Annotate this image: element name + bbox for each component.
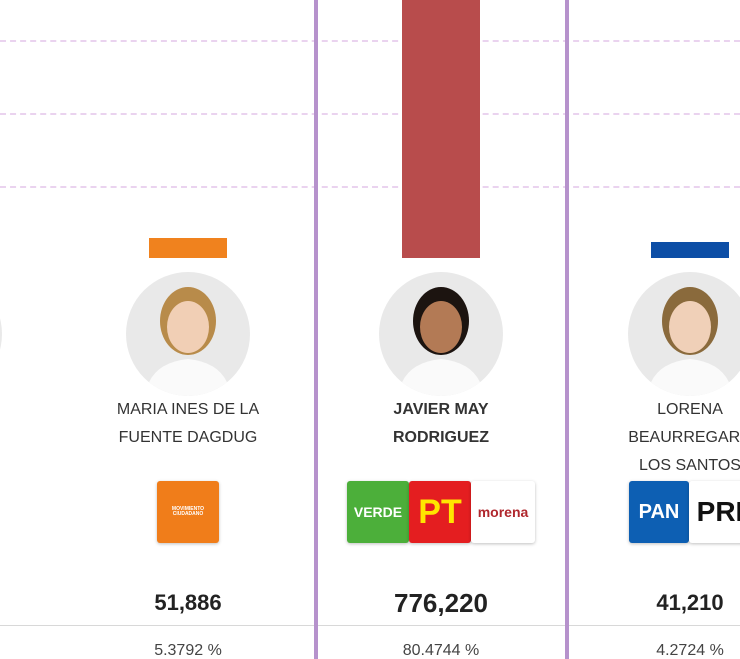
party-logo: PRI: [689, 481, 740, 543]
grid-line: [0, 113, 740, 115]
party-logo: morena: [471, 481, 535, 543]
vote-percent: 5.3792 %: [154, 642, 222, 659]
candidate-name: LOS SANTOS: [639, 457, 740, 474]
party-logo: VERDE: [347, 481, 409, 543]
candidate-photo: [126, 272, 250, 396]
candidate-name: LORENA: [657, 401, 723, 418]
candidate-name: RODRIGUEZ: [393, 429, 489, 446]
candidate-name: UEL: [0, 396, 60, 424]
vote-count: 51,886: [154, 590, 222, 615]
party-logo: PAN: [629, 481, 689, 543]
candidate-name: EZ: [0, 424, 60, 452]
party-logo: PT: [409, 481, 471, 543]
candidate-name: FUENTE DAGDUG: [118, 429, 258, 446]
vote-bar: [402, 0, 480, 258]
vote-count: 41,210: [656, 590, 724, 615]
grid-line: [0, 40, 740, 42]
vote-count: 776,220: [394, 588, 488, 618]
candidate-name: BEAURREGARD: [628, 429, 740, 446]
vote-bar: [149, 238, 227, 258]
row-divider: [0, 625, 740, 626]
column-border: [565, 0, 569, 659]
vote-percent: 80.4744 %: [402, 642, 480, 659]
column-border: [314, 0, 318, 659]
grid-line: [0, 186, 740, 188]
party-logo: MOVIMIENTO CIUDADANO: [157, 481, 219, 543]
candidate-photo: [0, 318, 2, 350]
candidate-photo: [379, 272, 503, 396]
candidate-name: MARIA INES DE LA: [116, 401, 260, 418]
candidate-photo: [628, 272, 740, 396]
vote-bar: [651, 242, 729, 258]
candidate-name: JAVIER MAY: [393, 401, 489, 418]
vote-percent: 4.2724 %: [656, 642, 724, 659]
